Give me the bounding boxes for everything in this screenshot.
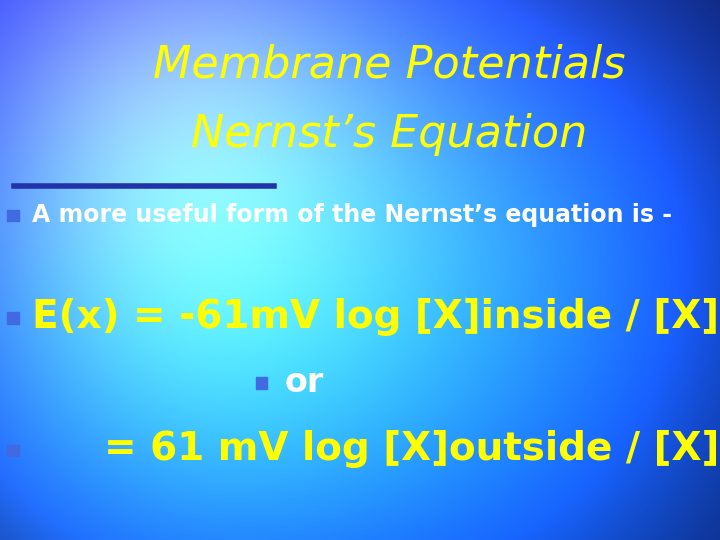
Text: Membrane Potentials: Membrane Potentials (153, 43, 625, 86)
Text: E(x) = -61mV log [X]inside / [X]outside: E(x) = -61mV log [X]inside / [X]outside (32, 298, 720, 336)
Bar (7, 313, 19, 324)
Text: or: or (284, 366, 324, 399)
Text: = 61 mV log [X]outside / [X]inside: = 61 mV log [X]outside / [X]inside (104, 430, 720, 468)
Bar (256, 377, 267, 389)
Bar (7, 210, 19, 221)
Text: Nernst’s Equation: Nernst’s Equation (191, 113, 587, 157)
Text: A more useful form of the Nernst’s equation is -: A more useful form of the Nernst’s equat… (32, 203, 672, 227)
Bar (7, 445, 19, 456)
